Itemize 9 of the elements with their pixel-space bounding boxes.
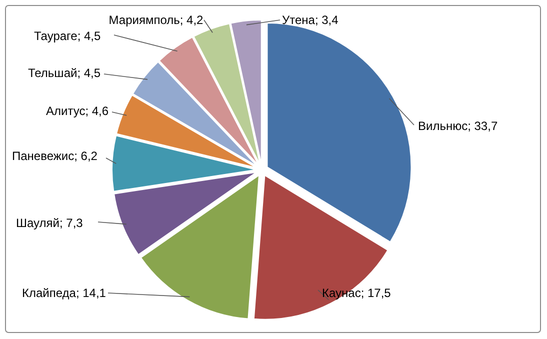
slice-label: Клайпеда; 14,1 — [22, 286, 106, 300]
slice-label: Шауляй; 7,3 — [16, 216, 84, 230]
slice-label: Утена; 3,4 — [282, 13, 339, 27]
slice-label: Алитус; 4,6 — [46, 104, 109, 118]
slice-label: Вильнюс; 33,7 — [418, 119, 498, 133]
slice-label: Паневежис; 6,2 — [12, 149, 98, 163]
slice-label: Таураге; 4,5 — [34, 29, 102, 43]
slice-label: Мариямполь; 4,2 — [108, 13, 204, 27]
slice-label: Тельшай; 4,5 — [28, 66, 101, 80]
